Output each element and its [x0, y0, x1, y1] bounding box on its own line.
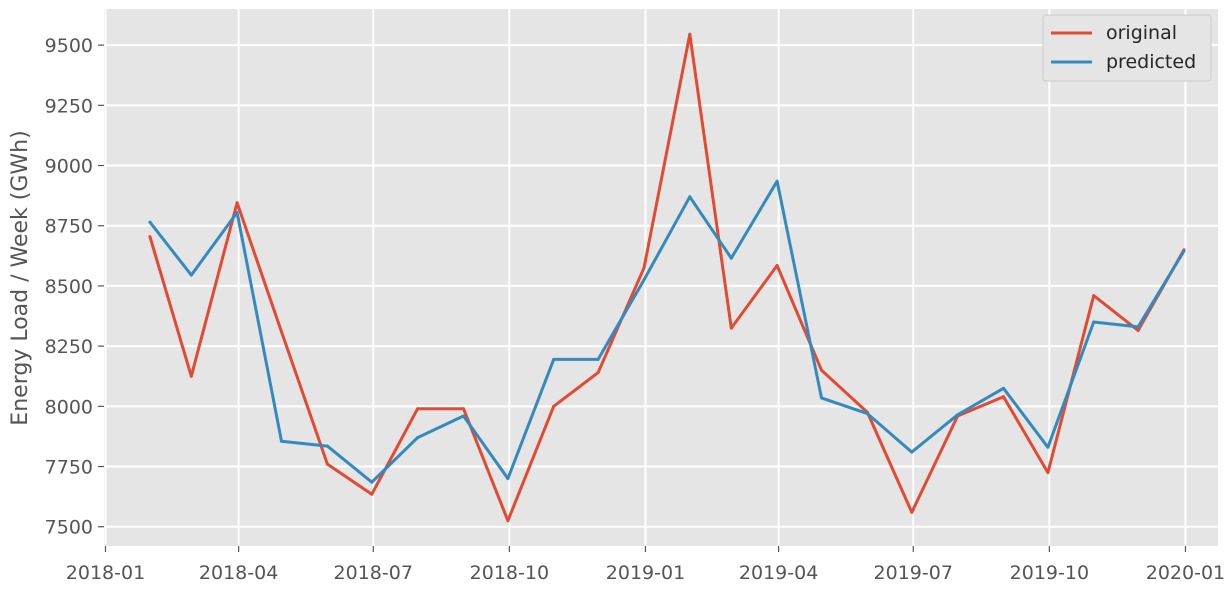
- y-tick-label: 7750: [45, 457, 93, 479]
- x-tick-label: 2019-01: [606, 562, 685, 584]
- data-point-predicted: [370, 480, 374, 484]
- data-point-predicted: [552, 357, 556, 361]
- y-axis-ticks: 7500 7750 8000 8250 8500 8750 9000 9250 9500: [45, 35, 104, 539]
- data-point-original: [775, 264, 779, 267]
- data-point-predicted: [189, 273, 193, 277]
- y-tick-label: 9500: [45, 35, 93, 57]
- data-point-predicted: [1092, 320, 1096, 324]
- data-point-predicted: [1046, 445, 1050, 449]
- data-point-original: [1136, 329, 1140, 332]
- data-point-predicted: [688, 195, 692, 199]
- data-point-predicted: [1136, 325, 1140, 329]
- y-tick-label: 8750: [45, 216, 93, 238]
- data-point-predicted: [596, 357, 600, 361]
- data-point-original: [729, 326, 733, 330]
- data-point-original: [596, 371, 600, 375]
- data-point-predicted: [1002, 386, 1005, 390]
- data-point-predicted: [416, 436, 420, 440]
- y-tick-label: 8250: [45, 336, 93, 358]
- y-tick-label: 8000: [45, 396, 93, 418]
- x-tick-label: 2019-07: [874, 562, 953, 584]
- data-point-original: [370, 492, 374, 496]
- data-point-original: [235, 201, 239, 205]
- grid-lines: [104, 9, 1218, 546]
- data-point-original: [642, 266, 646, 270]
- data-point-predicted: [642, 278, 646, 282]
- y-tick-label: 7500: [45, 517, 93, 539]
- data-point-original: [325, 462, 329, 466]
- data-point-predicted: [865, 412, 869, 416]
- data-point-predicted: [462, 414, 465, 418]
- data-point-original: [1002, 395, 1005, 399]
- x-tick-label: 2019-10: [1010, 562, 1089, 584]
- data-point-original: [552, 404, 556, 408]
- data-point-original: [148, 235, 152, 239]
- data-point-predicted: [235, 211, 239, 214]
- data-point-predicted: [506, 477, 510, 481]
- y-tick-label: 9250: [45, 95, 93, 117]
- y-axis-label: Energy Load / Week (GWh): [8, 130, 33, 425]
- legend-label-predicted: predicted: [1106, 51, 1196, 73]
- data-point-predicted: [775, 179, 779, 183]
- data-point-original: [820, 368, 823, 372]
- y-tick-label: 9000: [45, 156, 93, 178]
- x-tick-label: 2018-10: [470, 562, 549, 584]
- data-point-original: [1046, 471, 1050, 475]
- data-point-predicted: [280, 439, 283, 443]
- data-point-original: [416, 407, 420, 411]
- series-lines: [148, 32, 1186, 523]
- series-line-original: [148, 32, 1186, 523]
- data-point-original: [1092, 294, 1096, 298]
- data-point-predicted: [325, 444, 329, 448]
- data-point-original: [189, 374, 193, 378]
- x-tick-label: 2020-01: [1146, 562, 1225, 584]
- data-point-original: [506, 519, 510, 523]
- data-point-original: [280, 330, 283, 334]
- legend-label-original: original: [1106, 22, 1177, 44]
- legend: original predicted: [1042, 14, 1212, 82]
- data-point-original: [462, 407, 465, 411]
- x-tick-label: 2018-04: [199, 562, 278, 584]
- data-point-predicted: [910, 450, 914, 454]
- plot-background: [104, 9, 1218, 546]
- x-tick-label: 2018-01: [66, 562, 145, 584]
- data-point-predicted: [729, 256, 733, 260]
- data-point-original: [688, 32, 692, 36]
- data-point-original: [910, 510, 914, 514]
- series-line-predicted: [148, 179, 1186, 484]
- data-point-predicted: [1182, 249, 1186, 253]
- data-point-predicted: [820, 396, 823, 400]
- x-tick-label: 2019-04: [739, 562, 818, 584]
- data-point-predicted: [148, 220, 152, 224]
- y-tick-label: 8500: [45, 276, 93, 298]
- data-point-predicted: [956, 413, 960, 417]
- x-axis-ticks: 2018-01 2018-04 2018-07 2018-10 2019-01 2019-…: [66, 546, 1225, 584]
- x-tick-label: 2018-07: [334, 562, 413, 584]
